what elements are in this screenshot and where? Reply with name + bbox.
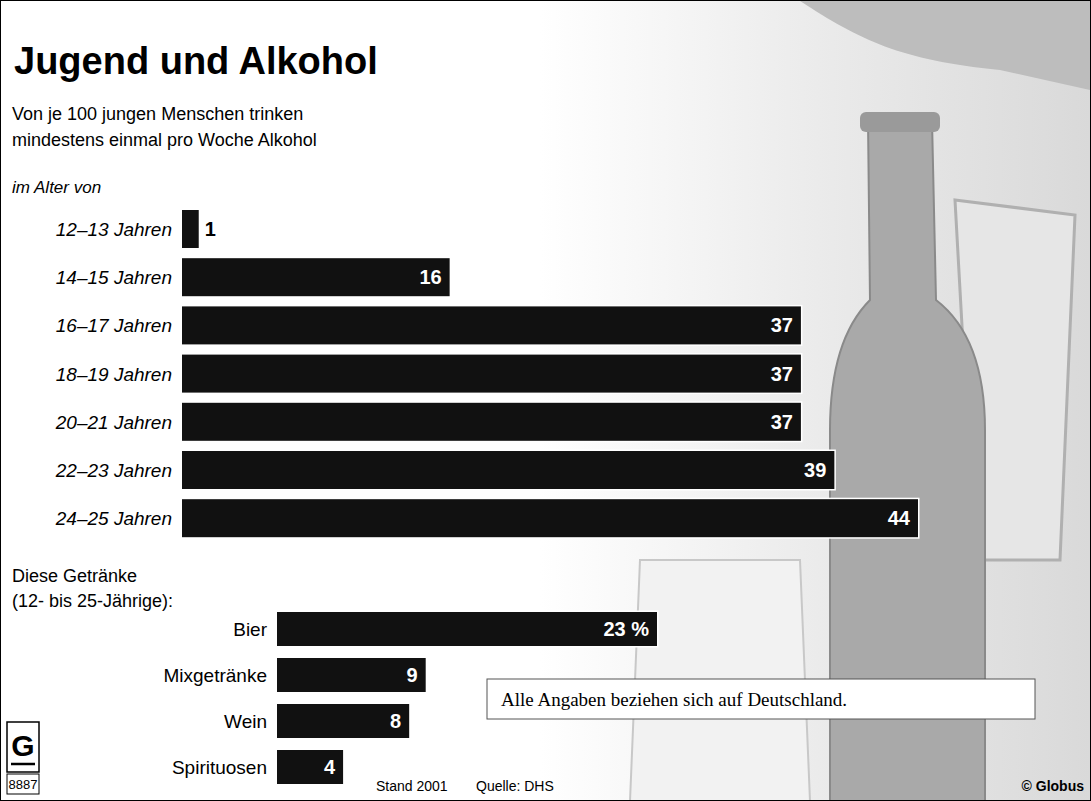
category-label: 18–19 Jahren [56,364,172,385]
data-label: 37 [771,314,793,336]
data-label: 8 [390,710,401,732]
bars [182,210,918,537]
chart-title-line: (12- bis 25-Jährige): [12,591,173,611]
category-label: 24–25 Jahren [55,508,172,529]
logo-box [7,722,39,772]
category-label: Spirituosen [172,757,267,778]
category-label: 20–21 Jahren [55,412,172,433]
bar [277,704,409,738]
logo: G 8887 [7,722,39,794]
data-label: 23 % [603,618,649,640]
logo-underline [11,763,35,766]
bar [182,451,834,489]
data-label: 4 [324,756,336,778]
note-text: Alle Angaben beziehen sich auf Deutschla… [501,689,847,710]
photo-cloth [800,1,1090,90]
bar [182,403,801,441]
axis-label: im Alter von [12,178,101,197]
category-label: Wein [224,711,267,732]
footer-copyright: © Globus [1022,778,1085,794]
data-label: 9 [407,664,418,686]
chart-canvas: Jugend und Alkohol Von je 100 jungen Mens… [0,0,1091,801]
data-label: 1 [205,218,216,240]
labels: 12–13 Jahren 1 14–15 Jahren 16 16–17 Jahren 3… [55,218,911,529]
title: Jugend und Alkohol [14,40,378,82]
category-label: 14–15 Jahren [56,267,172,288]
subtitle: Von je 100 jungen Menschen trinken mindes… [12,104,317,150]
bar [182,210,199,248]
subtitle-line: mindestens einmal pro Woche Alkohol [12,130,317,150]
note: Alle Angaben beziehen sich auf Deutschla… [487,679,1035,719]
data-label: 37 [771,411,793,433]
bar [182,499,918,537]
footer-date: Stand 2001 [376,778,448,794]
category-label: 12–13 Jahren [56,219,172,240]
footer-source: Quelle: DHS [476,778,554,794]
bar [277,612,657,646]
data-label: 16 [419,266,441,288]
photo-bottle-cap [860,112,940,132]
logo-number-box [7,774,39,794]
data-label: 39 [804,459,826,481]
bar [182,306,801,344]
bar [182,258,450,296]
category-label: Bier [233,619,267,640]
background [1,1,1090,800]
chart-title: Diese Getränke (12- bis 25-Jährige): [12,566,173,611]
note-box [487,679,1035,719]
category-label: 16–17 Jahren [56,315,172,336]
category-label: Mixgetränke [164,665,268,686]
subtitle-line: Von je 100 jungen Menschen trinken [12,104,303,124]
logo-number: 8887 [9,777,38,792]
bar [182,355,801,393]
frame [1,1,1091,801]
data-label: 44 [888,507,911,529]
category-label: 22–23 Jahren [55,460,172,481]
bar [277,658,426,692]
data-label: 37 [771,363,793,385]
bar [277,750,343,784]
chart-title-line: Diese Getränke [12,566,137,586]
logo-letter: G [11,729,34,762]
